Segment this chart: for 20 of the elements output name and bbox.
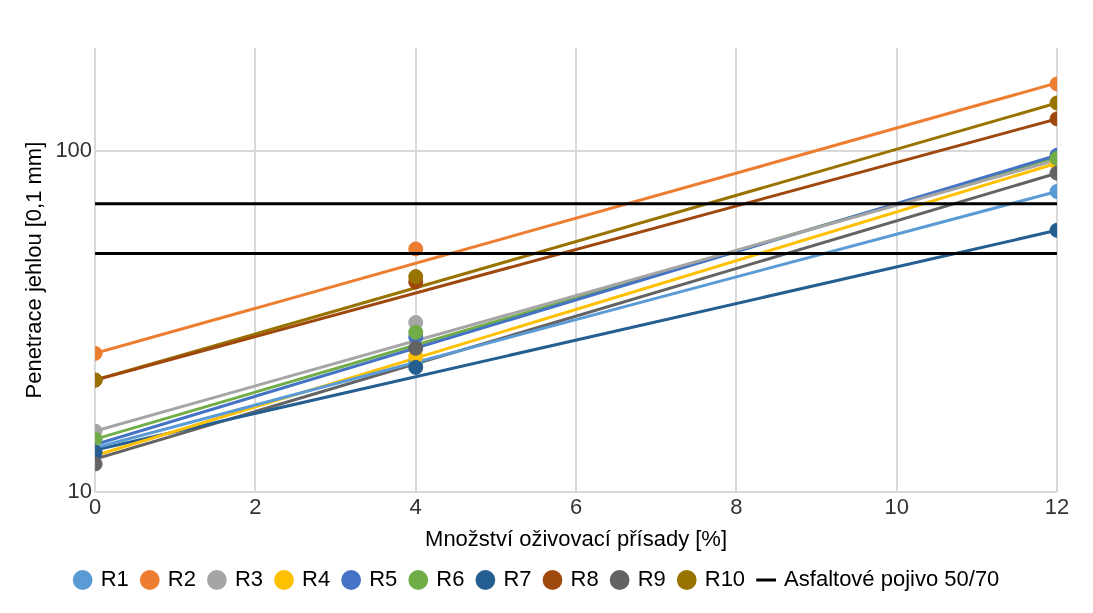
x-tick-label: 8: [730, 494, 743, 520]
x-tick-label: 6: [569, 494, 583, 520]
legend-label: R10: [704, 566, 746, 592]
x-tick-label: 12: [1044, 494, 1070, 520]
x-tick-label: 2: [249, 494, 262, 520]
x-axis-title: Množství oživovací přísady [%]: [425, 525, 728, 551]
legend-label: R6: [436, 566, 465, 592]
legend-label: R2: [167, 566, 196, 592]
y-axis-title: Penetrace jehlou [0,1 mm]: [21, 141, 47, 399]
legend-label: R3: [234, 566, 264, 592]
legend-label: R7: [503, 566, 532, 592]
legend-label: Asfaltové pojivo 50/70: [784, 566, 1000, 592]
legend-label: R8: [570, 566, 599, 592]
legend-label: R4: [302, 566, 331, 592]
legend-label: R9: [637, 566, 666, 592]
legend-label: R1: [100, 566, 129, 592]
x-tick-label: 10: [884, 494, 909, 520]
y-tick-label: 100: [55, 136, 93, 162]
x-tick-label: 4: [409, 494, 422, 520]
legend-label: R5: [369, 566, 398, 592]
